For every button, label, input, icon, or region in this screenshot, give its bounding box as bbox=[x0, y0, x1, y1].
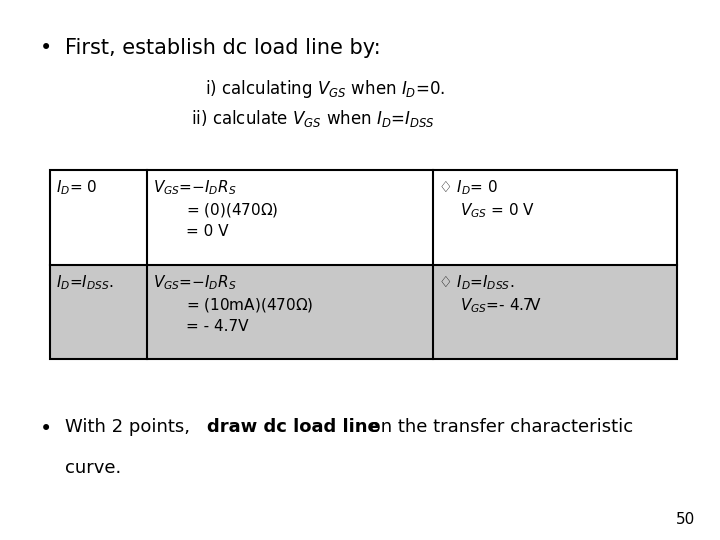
Text: $V_{GS}$=$-I_D R_S$: $V_{GS}$=$-I_D R_S$ bbox=[153, 179, 237, 198]
Text: $V_{GS}$=$-I_D R_S$: $V_{GS}$=$-I_D R_S$ bbox=[153, 273, 237, 292]
Text: draw dc load line: draw dc load line bbox=[207, 418, 379, 436]
Text: curve.: curve. bbox=[65, 459, 121, 477]
Text: ii) calculate $V_{GS}$ when $I_D$=$I_{DSS}$: ii) calculate $V_{GS}$ when $I_D$=$I_{DS… bbox=[191, 108, 435, 129]
Text: = (0)(470$\Omega$): = (0)(470$\Omega$) bbox=[186, 201, 278, 219]
Bar bbox=[50, 265, 677, 359]
Bar bbox=[50, 170, 677, 265]
Text: •: • bbox=[40, 38, 52, 58]
Text: •: • bbox=[40, 418, 52, 438]
Text: = 0 V: = 0 V bbox=[186, 224, 228, 239]
Text: With 2 points,: With 2 points, bbox=[65, 418, 196, 436]
Text: $\diamondsuit$ $I_D$=$I_{DSS}$.: $\diamondsuit$ $I_D$=$I_{DSS}$. bbox=[438, 273, 515, 292]
Text: $I_D$= 0: $I_D$= 0 bbox=[56, 179, 98, 198]
Text: $\diamondsuit$ $I_D$= 0: $\diamondsuit$ $I_D$= 0 bbox=[438, 179, 498, 198]
Text: $V_{GS}$=- 4.7V: $V_{GS}$=- 4.7V bbox=[460, 296, 542, 315]
Text: = - 4.7V: = - 4.7V bbox=[186, 319, 248, 334]
Text: 50: 50 bbox=[675, 511, 695, 526]
Bar bbox=[50, 170, 677, 359]
Text: = (10mA)(470$\Omega$): = (10mA)(470$\Omega$) bbox=[186, 296, 313, 314]
Text: $V_{GS}$ = 0 V: $V_{GS}$ = 0 V bbox=[460, 201, 535, 220]
Text: on the transfer characteristic: on the transfer characteristic bbox=[364, 418, 633, 436]
Text: First, establish dc load line by:: First, establish dc load line by: bbox=[65, 38, 380, 58]
Text: i) calculating $V_{GS}$ when $I_D$=0.: i) calculating $V_{GS}$ when $I_D$=0. bbox=[205, 78, 446, 100]
Text: $I_D$=$I_{DSS}$.: $I_D$=$I_{DSS}$. bbox=[56, 273, 114, 292]
